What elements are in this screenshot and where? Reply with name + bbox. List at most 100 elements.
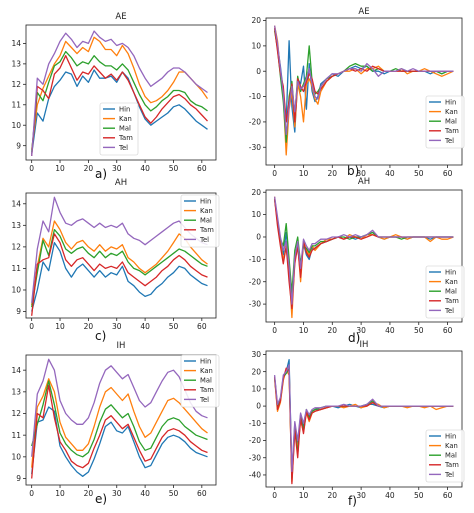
panel-label: a) <box>95 167 107 181</box>
legend-label: Kan <box>445 442 458 450</box>
series-line-kan <box>31 220 208 306</box>
x-tick-label: 60 <box>443 491 453 500</box>
y-tick-label: 10 <box>251 41 261 50</box>
y-tick-label: -40 <box>249 471 261 480</box>
chart-panel-b: AE 0 10 20 30 40 50 60 20 10 0 -10 -20 -30 Hin Kan MalTa… <box>249 7 465 178</box>
legend-label: Hin <box>445 98 456 106</box>
chart-title: IH <box>360 340 369 350</box>
legend-label: Kan <box>119 115 132 123</box>
x-tick-label: 60 <box>443 169 453 178</box>
x-tick-label: 20 <box>84 322 94 331</box>
legend-label: Tel <box>199 396 209 404</box>
y-tick-label: 13 <box>11 59 21 68</box>
legend-label: Tel <box>444 137 454 145</box>
y-tick-label: 0 <box>256 67 261 76</box>
series-line-tam <box>31 233 208 316</box>
x-tick-label: 10 <box>299 326 309 335</box>
y-tick-label: 10 <box>251 210 261 219</box>
y-tick-label: 9 <box>16 474 21 483</box>
series-line-tel <box>31 358 208 457</box>
x-tick-label: 10 <box>55 322 65 331</box>
x-tick-label: 30 <box>356 169 366 178</box>
x-tick-label: 30 <box>112 164 122 173</box>
series-line-tam <box>31 384 208 479</box>
legend-label: Kan <box>445 278 458 286</box>
x-tick-label: 40 <box>385 326 395 335</box>
legend-label: Hin <box>445 268 456 276</box>
legend-box <box>180 194 220 248</box>
legend-label: Tam <box>444 297 459 305</box>
chart-panel-f: IH 0 10 20 30 40 50 60 30 20 10 0 -10 -20 -30 -40 Hin Kan… <box>249 340 465 508</box>
series-line-mal <box>31 228 208 308</box>
legend-label: Tam <box>444 127 459 135</box>
y-tick-label: 10 <box>11 121 21 130</box>
plot-frame <box>265 189 463 323</box>
y-tick-label: -20 <box>249 118 261 127</box>
x-tick-label: 50 <box>169 489 179 498</box>
legend-label: Kan <box>200 367 213 375</box>
x-tick-label: 10 <box>299 169 309 178</box>
x-tick-label: 50 <box>414 491 424 500</box>
series-line-hin <box>31 241 208 312</box>
legend-label: Kan <box>445 108 458 116</box>
y-tick-label: -10 <box>249 419 261 428</box>
legend-label: Mal <box>445 452 457 460</box>
y-tick-label: 20 <box>251 16 261 25</box>
chart-title: IH <box>117 341 126 351</box>
y-tick-label: -20 <box>249 436 261 445</box>
panel-label: b) <box>347 164 359 178</box>
y-tick-label: -30 <box>249 143 261 152</box>
y-tick-label: 10 <box>251 384 261 393</box>
legend-label: Mal <box>200 377 212 385</box>
x-tick-label: 20 <box>84 164 94 173</box>
x-tick-label: 40 <box>385 169 395 178</box>
plot-frame <box>25 354 217 486</box>
x-tick-label: 50 <box>169 164 179 173</box>
x-tick-label: 10 <box>55 164 65 173</box>
legend-box <box>180 354 220 408</box>
legend-label: Hin <box>445 432 456 440</box>
legend-label: Tel <box>444 307 454 315</box>
y-tick-label: 20 <box>251 367 261 376</box>
x-tick-label: 20 <box>328 326 338 335</box>
chart-title: AH <box>115 178 127 188</box>
plot-frame <box>25 192 217 319</box>
series-line-tam <box>31 55 208 156</box>
y-tick-label: -30 <box>249 300 261 309</box>
x-tick-label: 50 <box>169 322 179 331</box>
series-line-hin <box>31 406 208 477</box>
legend-box <box>425 265 465 319</box>
plot-frame <box>265 17 463 166</box>
x-tick-label: 30 <box>112 322 122 331</box>
plot-frame <box>25 24 217 161</box>
legend-label: Mal <box>119 125 131 133</box>
chart-title: AH <box>358 177 370 187</box>
legend-label: Tel <box>118 144 128 152</box>
x-tick-label: 30 <box>112 489 122 498</box>
x-tick-label: 50 <box>414 169 424 178</box>
x-tick-label: 60 <box>197 164 207 173</box>
y-tick-label: 14 <box>11 366 21 375</box>
legend-label: Mal <box>445 118 457 126</box>
x-tick-label: 0 <box>272 169 277 178</box>
legend-label: Kan <box>200 207 213 215</box>
legend-label: Tam <box>199 386 214 394</box>
panel-label: d) <box>348 331 360 345</box>
y-tick-label: 0 <box>256 233 261 242</box>
x-tick-label: 0 <box>272 491 277 500</box>
legend-box <box>99 102 139 156</box>
series-line-tel <box>31 196 208 303</box>
y-tick-label: 9 <box>16 141 21 150</box>
legend-label: Tam <box>118 134 133 142</box>
series-line-tel <box>273 196 454 305</box>
legend-label: Hin <box>200 197 211 205</box>
legend-label: Hin <box>119 105 130 113</box>
legend-label: Tel <box>199 236 209 244</box>
y-tick-label: 14 <box>11 39 21 48</box>
y-tick-label: 10 <box>11 452 21 461</box>
y-tick-label: 13 <box>11 387 21 396</box>
y-tick-label: 11 <box>11 264 21 273</box>
